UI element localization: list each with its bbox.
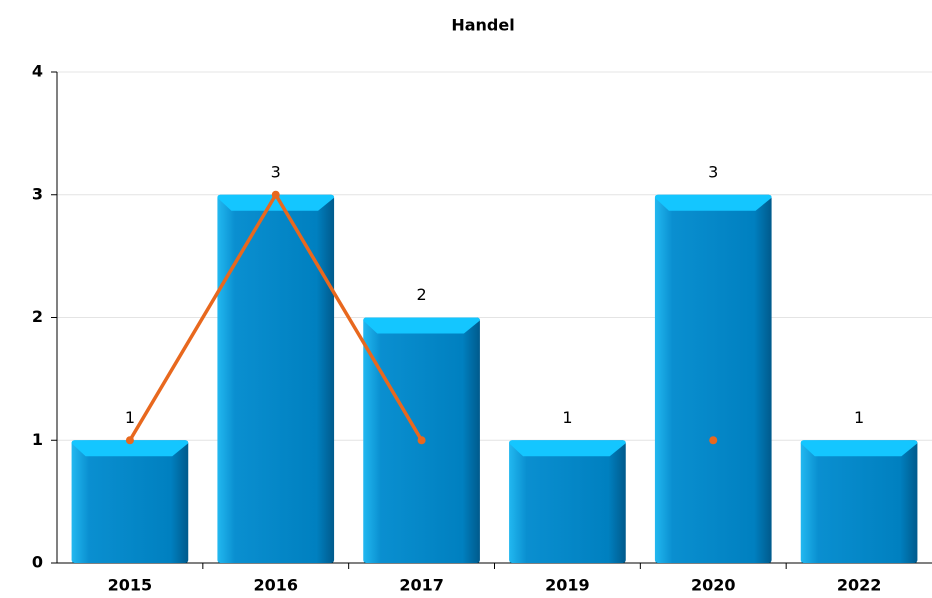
bar-bevel: [800, 440, 918, 457]
bar: [654, 194, 772, 563]
data-label: 1: [562, 408, 572, 427]
line-point: [271, 190, 280, 199]
data-label: 2: [416, 285, 426, 304]
bar: [71, 440, 189, 563]
y-tick-label: 2: [32, 307, 43, 326]
chart-title: Handel: [451, 16, 514, 35]
data-label: 1: [125, 408, 135, 427]
x-tick-label: 2022: [837, 576, 882, 595]
line-point: [125, 436, 134, 445]
y-tick-label: 1: [32, 430, 43, 449]
x-tick-label: 2016: [253, 576, 298, 595]
x-tick-label: 2017: [399, 576, 444, 595]
bar-bevel: [71, 440, 189, 457]
bar-bevel: [217, 194, 335, 211]
x-tick-label: 2020: [691, 576, 736, 595]
bar: [217, 194, 335, 563]
x-tick-label: 2015: [108, 576, 153, 595]
data-label: 1: [854, 408, 864, 427]
bar: [800, 440, 918, 563]
bar-bevel: [654, 194, 772, 211]
data-label: 3: [708, 162, 718, 181]
bar: [509, 440, 626, 563]
bar-bevel: [363, 317, 480, 334]
data-label: 3: [271, 162, 281, 181]
line-point: [709, 436, 718, 445]
bar-bevel: [509, 440, 626, 457]
y-tick-label: 0: [32, 553, 43, 572]
y-tick-label: 3: [32, 184, 43, 203]
x-tick-label: 2019: [545, 576, 590, 595]
y-tick-label: 4: [32, 62, 43, 81]
line-point: [417, 436, 426, 445]
